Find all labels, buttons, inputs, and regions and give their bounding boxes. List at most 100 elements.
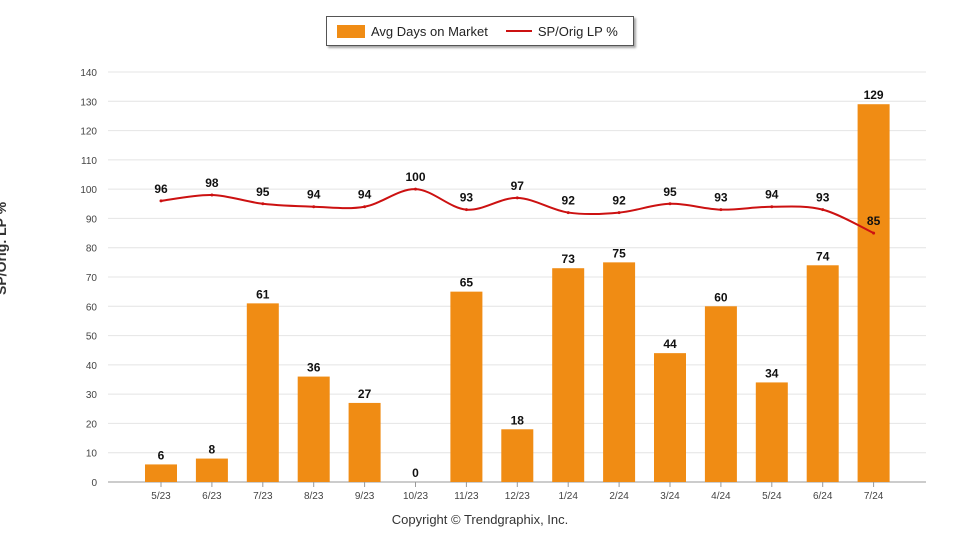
line-point [363, 205, 367, 209]
bar [195, 458, 228, 482]
y-tick-label: 50 [86, 332, 98, 343]
bar-value-label: 27 [358, 387, 372, 401]
bar [806, 265, 839, 482]
bar-value-label: 0 [412, 466, 419, 480]
copyright-text: Copyright © Trendgraphix, Inc. [391, 512, 569, 527]
y-tick-label: 10 [86, 449, 98, 460]
line-value-label: 95 [256, 185, 270, 199]
line-value-label: 95 [663, 185, 677, 199]
bar [246, 303, 279, 482]
legend-item-bars: Avg Days on Market [327, 24, 488, 39]
bar-value-label: 44 [663, 337, 677, 351]
y-tick-label: 90 [86, 214, 98, 225]
y-tick-label: 0 [91, 478, 97, 489]
legend-line-swatch [505, 30, 532, 32]
y-tick-label: 80 [86, 244, 98, 255]
line-point [617, 211, 621, 215]
line-value-label: 98 [205, 176, 219, 190]
x-tick-label: 12/23 [505, 491, 530, 502]
line-point [312, 205, 316, 209]
bar-value-label: 61 [256, 287, 270, 301]
line-value-label: 93 [816, 191, 830, 205]
line-point [261, 202, 265, 206]
line-value-label: 93 [460, 191, 474, 205]
bar-value-label: 75 [612, 246, 626, 260]
y-tick-label: 100 [80, 185, 97, 196]
line-value-label: 85 [867, 214, 881, 228]
bar [704, 306, 737, 482]
x-tick-label: 6/24 [813, 491, 833, 502]
bar-value-label: 74 [816, 249, 830, 263]
bar-value-label: 60 [714, 290, 728, 304]
bar [145, 464, 177, 482]
x-tick-label: 5/23 [151, 491, 171, 502]
line-point [414, 187, 417, 191]
line-point [464, 208, 468, 212]
line-value-label: 96 [154, 182, 168, 196]
y-tick-label: 120 [80, 127, 97, 138]
y-tick-label: 110 [81, 156, 97, 167]
bar-value-label: 6 [158, 448, 165, 462]
line-value-label: 92 [562, 194, 576, 208]
bar-value-label: 36 [307, 361, 321, 375]
legend-label-line: SP/Orig LP % [537, 23, 618, 39]
bar-value-label: 65 [460, 276, 474, 290]
bar [755, 382, 788, 482]
bar [857, 104, 890, 482]
bar-value-label: 18 [511, 413, 525, 427]
y-tick-label: 60 [86, 302, 98, 313]
x-tick-label: 7/23 [253, 491, 273, 502]
line-value-label: 94 [358, 188, 372, 202]
y-tick-label: 30 [86, 390, 98, 401]
line-value-label: 92 [612, 194, 626, 208]
x-tick-label: 6/23 [202, 491, 222, 502]
line-point [210, 193, 214, 197]
bar [603, 262, 636, 482]
bar [348, 402, 381, 482]
x-tick-label: 5/24 [762, 491, 782, 502]
bar-value-label: 129 [864, 88, 884, 102]
bar-value-label: 73 [562, 252, 576, 266]
line-point [821, 208, 825, 212]
line-value-label: 94 [765, 188, 779, 202]
y-tick-label: 20 [86, 419, 98, 430]
x-tick-label: 4/24 [711, 491, 731, 502]
y-tick-label: 130 [80, 97, 97, 108]
line-point [159, 199, 163, 203]
bar [450, 291, 483, 482]
chart-legend: Avg Days on Market SP/Orig LP % [326, 16, 634, 46]
y-tick-label: 140 [80, 68, 97, 79]
x-tick-label: 1/24 [558, 491, 578, 502]
bar-value-label: 8 [209, 443, 216, 457]
legend-item-line: SP/Orig LP % [488, 24, 618, 39]
bar [501, 429, 534, 482]
bar-value-label: 34 [765, 366, 779, 380]
legend-label-bars: Avg Days on Market [371, 23, 488, 39]
line-point [872, 231, 876, 235]
x-tick-label: 7/24 [864, 491, 884, 502]
legend-bar-swatch [337, 24, 365, 38]
x-tick-label: 10/23 [403, 491, 428, 502]
y-axis-title: SP/Orig. LP % [0, 202, 9, 295]
line-point [719, 208, 723, 212]
line-value-label: 97 [511, 179, 525, 193]
x-tick-label: 2/24 [609, 491, 629, 502]
line-value-label: 93 [714, 191, 728, 205]
line-point [770, 205, 774, 209]
line-point [566, 211, 570, 215]
x-tick-label: 11/23 [454, 491, 479, 502]
y-tick-label: 40 [86, 361, 98, 372]
y-tick-label: 70 [86, 273, 98, 284]
line-value-label: 94 [307, 188, 321, 202]
line-point [515, 196, 519, 200]
line-point [668, 202, 672, 206]
bar [654, 353, 686, 482]
x-tick-label: 3/24 [660, 491, 680, 502]
bar [297, 376, 330, 482]
x-tick-label: 8/23 [304, 491, 324, 502]
bar [552, 268, 585, 482]
line-value-label: 100 [405, 170, 425, 184]
x-tick-label: 9/23 [355, 491, 375, 502]
